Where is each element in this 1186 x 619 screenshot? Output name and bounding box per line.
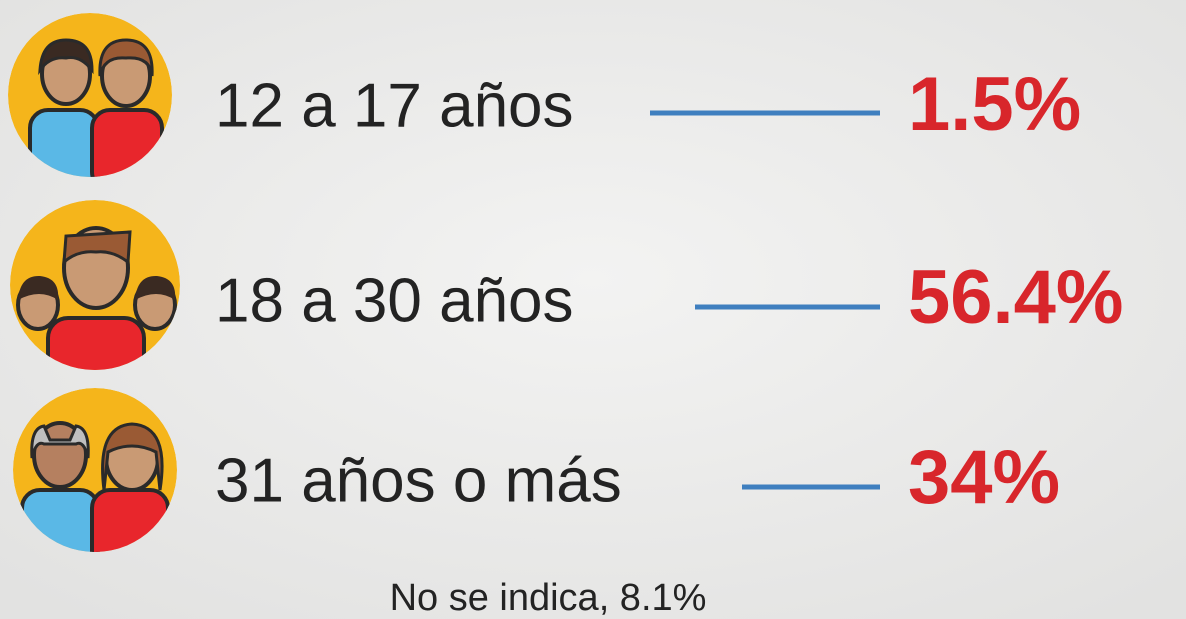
percent: 56.4% <box>908 255 1124 340</box>
age-label: 31 años o más <box>215 446 622 515</box>
percent: 1.5% <box>908 62 1081 147</box>
infographic: 12 a 17 años 1.5% 18 a 30 años 56.4% 31 … <box>0 0 1186 619</box>
footnote: No se indica, 8.1% <box>390 577 707 619</box>
age-label: 12 a 17 años <box>215 71 574 140</box>
percent: 34% <box>908 435 1060 520</box>
age-label: 18 a 30 años <box>215 266 574 335</box>
